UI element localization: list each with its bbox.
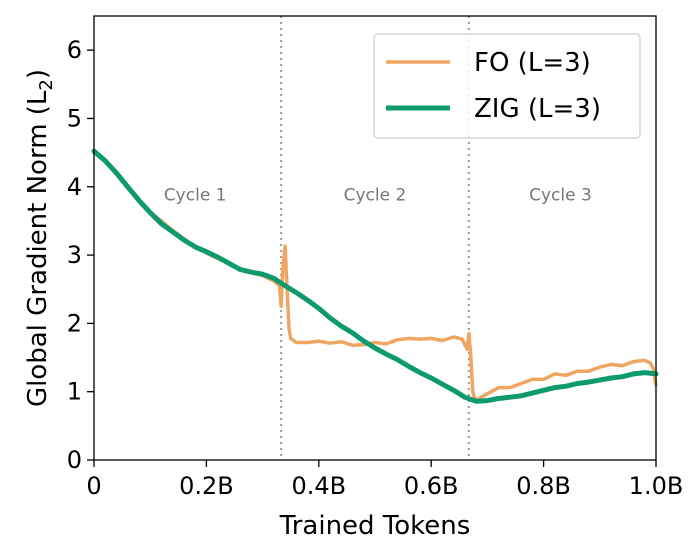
y-axis-label: Global Gradient Norm (L2)	[23, 69, 57, 407]
legend: FO (L=3) ZIG (L=3)	[373, 33, 641, 139]
x-axis-label: Trained Tokens	[279, 511, 471, 541]
x-tick-label: 0.8B	[516, 472, 571, 500]
y-axis-ticks: 0 1 2 3 4 5 6	[67, 36, 94, 474]
y-axis-label-close: )	[23, 69, 53, 79]
x-axis-ticks: 0 0.2B 0.4B 0.6B 0.8B 1.0B	[86, 460, 683, 500]
cycle-label-1: Cycle 1	[164, 185, 227, 205]
y-axis-label-main: Global Gradient Norm (L	[23, 90, 53, 407]
y-tick-label: 2	[67, 309, 82, 337]
x-tick-label: 0.6B	[404, 472, 459, 500]
plot-frame	[93, 15, 657, 461]
y-tick-label: 4	[67, 173, 82, 201]
x-tick-label: 0.2B	[179, 472, 234, 500]
y-tick-label: 6	[67, 36, 82, 64]
cycle-label-2: Cycle 2	[344, 185, 407, 205]
series-line-zig	[91, 148, 659, 404]
x-tick-label: 0.4B	[291, 472, 346, 500]
legend-box	[373, 33, 641, 139]
y-tick-label: 1	[67, 378, 82, 406]
x-tick-label: 0	[86, 472, 101, 500]
x-tick-label: 1.0B	[629, 472, 684, 500]
y-tick-label: 0	[67, 446, 82, 474]
y-axis-label-subscript: 2	[36, 79, 57, 90]
cycle-labels: Cycle 1 Cycle 2 Cycle 3	[164, 185, 592, 205]
legend-label-zig: ZIG (L=3)	[474, 94, 601, 124]
cycle-label-3: Cycle 3	[529, 185, 592, 205]
y-tick-label: 3	[67, 241, 82, 269]
y-tick-label: 5	[67, 104, 82, 132]
legend-label-fo: FO (L=3)	[474, 48, 591, 78]
series-lines	[91, 148, 659, 404]
